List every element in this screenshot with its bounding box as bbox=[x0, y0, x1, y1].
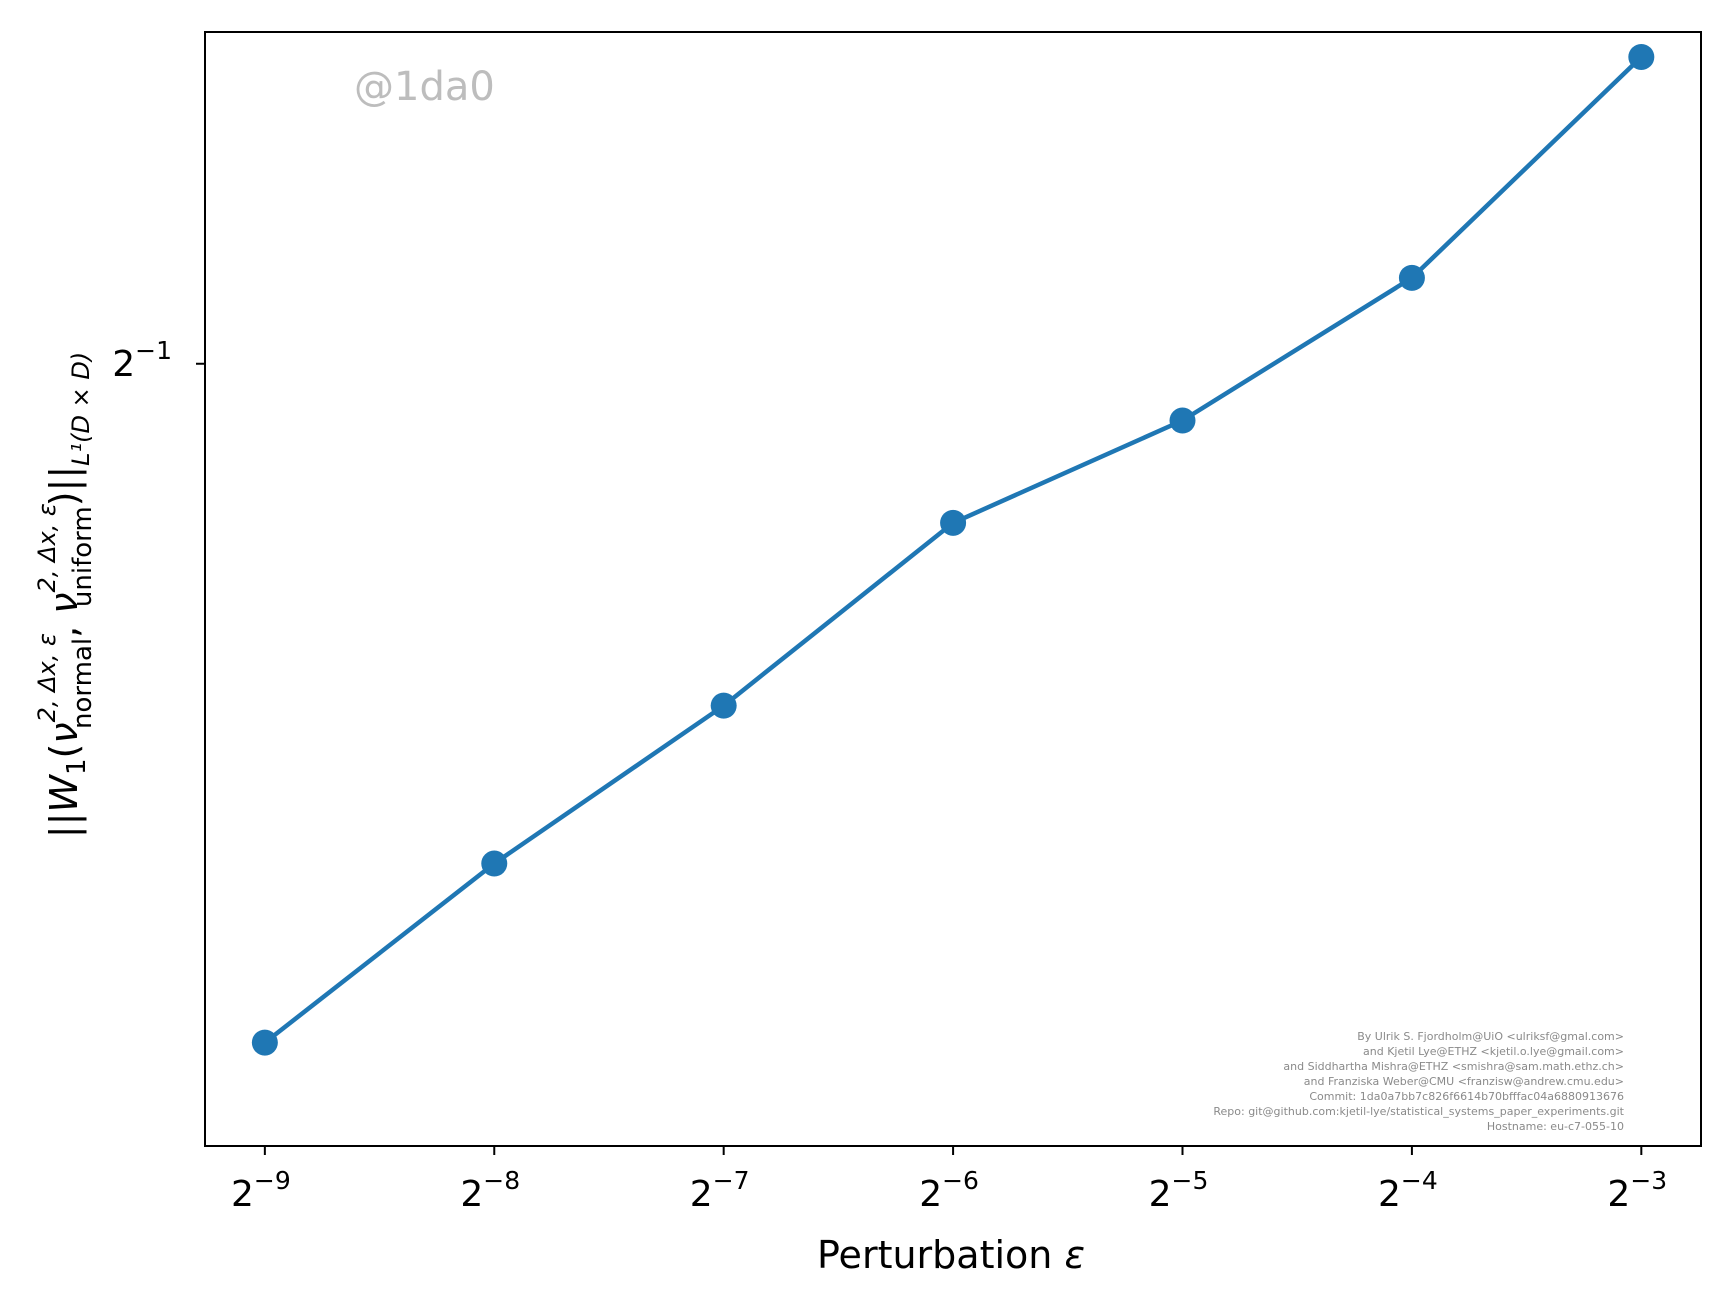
tick-exponent: −4 bbox=[1401, 1166, 1438, 1195]
data-point bbox=[940, 509, 967, 536]
credit-line: By Ulrik S. Fjordholm@UiO <ulriksf@gmal.… bbox=[1357, 1030, 1624, 1043]
watermark: @1da0 bbox=[354, 64, 495, 110]
y-label-paren-close: ) bbox=[42, 491, 86, 506]
y-label-comma: , bbox=[42, 614, 86, 638]
tick-base: 2 bbox=[460, 1174, 483, 1215]
tick-exponent: −7 bbox=[713, 1166, 750, 1195]
credit-line: Commit: 1da0a7bb7c826f6614b70bfffac04a68… bbox=[1309, 1090, 1624, 1103]
y-label-sup-1: 2, Δx, ε bbox=[33, 633, 61, 722]
tick-base: 2 bbox=[231, 1174, 254, 1215]
tick-base: 2 bbox=[112, 344, 135, 385]
tick-exponent: −6 bbox=[942, 1166, 979, 1195]
y-label-sub-1: normal bbox=[68, 638, 98, 729]
credit-line: Repo: git@github.com:kjetil-lye/statisti… bbox=[1213, 1105, 1624, 1118]
series-layer bbox=[251, 43, 1655, 1056]
data-point bbox=[1628, 43, 1655, 70]
y-tick-label: 2−1 bbox=[112, 336, 172, 385]
x-axis-label-symbol: ε bbox=[1064, 1233, 1085, 1277]
y-label-paren-open: ( bbox=[42, 744, 86, 759]
x-tick-label: 2−5 bbox=[1149, 1166, 1209, 1215]
x-axis-label: Perturbation ε bbox=[817, 1233, 1085, 1277]
credits-block: By Ulrik S. Fjordholm@UiO <ulriksf@gmal.… bbox=[1213, 1030, 1624, 1133]
tick-base: 2 bbox=[919, 1174, 942, 1215]
y-label-nu-1: ν bbox=[42, 722, 86, 743]
tick-exponent: −5 bbox=[1172, 1166, 1209, 1195]
x-tick-label: 2−3 bbox=[1607, 1166, 1667, 1215]
y-label-close: || bbox=[42, 466, 87, 492]
credit-line: and Franziska Weber@CMU <franzisw@andrew… bbox=[1304, 1075, 1624, 1088]
y-axis-label: ||W1(ν2, Δx, ε normal, ν2, Δx, ε uniform)|… bbox=[33, 352, 98, 838]
tick-base: 2 bbox=[690, 1174, 713, 1215]
y-label-w-sub: 1 bbox=[62, 758, 92, 775]
tick-exponent: −8 bbox=[483, 1166, 520, 1195]
x-tick-label: 2−4 bbox=[1378, 1166, 1438, 1215]
x-axis-ticks: 2−9 2−8 2−7 2−6 2−5 2−4 2−3 bbox=[231, 1146, 1667, 1215]
tick-exponent: −1 bbox=[135, 336, 172, 365]
x-tick-label: 2−9 bbox=[231, 1166, 291, 1215]
tick-exponent: −9 bbox=[254, 1166, 291, 1195]
y-label-sup-2: 2, Δx, ε bbox=[33, 503, 61, 592]
data-point bbox=[251, 1029, 278, 1056]
x-tick-label: 2−8 bbox=[460, 1166, 520, 1215]
tick-base: 2 bbox=[1149, 1174, 1172, 1215]
credit-line: and Kjetil Lye@ETHZ <kjetil.o.lye@gmail.… bbox=[1363, 1045, 1624, 1058]
credit-line: and Siddhartha Mishra@ETHZ <smishra@sam.… bbox=[1283, 1060, 1624, 1073]
credit-line: Hostname: eu-c7-055-10 bbox=[1487, 1120, 1624, 1133]
y-label-w: W bbox=[42, 774, 86, 813]
y-label-sub-2: uniform bbox=[68, 506, 98, 607]
x-tick-label: 2−7 bbox=[690, 1166, 750, 1215]
y-label-norm-sub: L¹(D × D) bbox=[67, 352, 95, 466]
y-label-nu-2: ν bbox=[42, 592, 86, 613]
tick-exponent: −3 bbox=[1630, 1166, 1667, 1195]
tick-base: 2 bbox=[1378, 1174, 1401, 1215]
y-axis-ticks: 2−1 bbox=[112, 336, 205, 385]
y-label-open: || bbox=[42, 813, 87, 839]
x-tick-label: 2−6 bbox=[919, 1166, 979, 1215]
data-point bbox=[1169, 407, 1196, 434]
data-point bbox=[710, 692, 737, 719]
data-point bbox=[1398, 264, 1425, 291]
data-point bbox=[481, 850, 508, 877]
tick-base: 2 bbox=[1607, 1174, 1630, 1215]
x-axis-label-text: Perturbation bbox=[817, 1233, 1064, 1277]
